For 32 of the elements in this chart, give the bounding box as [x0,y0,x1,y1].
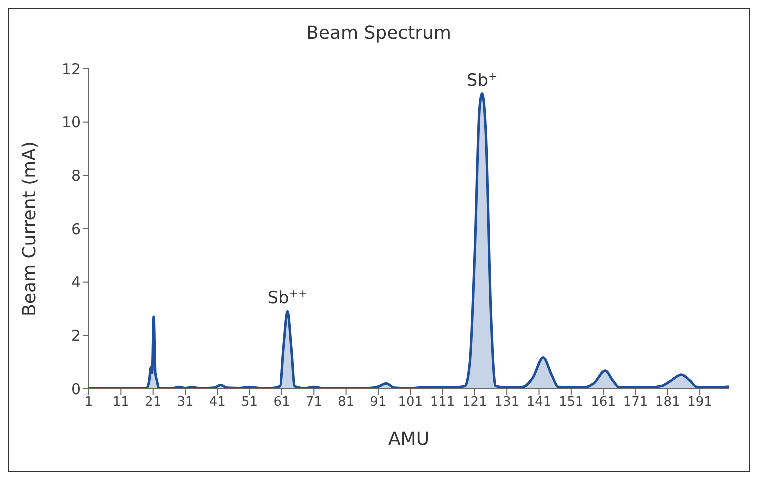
chart-title: Beam Spectrum [306,23,452,46]
x-tick-label: 141 [526,395,552,410]
y-tick-label: 8 [71,166,81,185]
annotation: Sb$^{+}$ [466,69,498,91]
x-tick-label: 41 [209,395,226,410]
annotation: Sb$^{++}$ [268,287,308,309]
y-tick-label: 4 [71,274,81,292]
x-tick-label: 121 [462,395,488,410]
x-tick-label: 151 [559,395,584,410]
y-tick-label: 2 [71,326,81,345]
x-tick-label: 1 [84,395,94,410]
x-axis-title: AMU [388,429,430,450]
x-tick-label: 71 [306,395,322,410]
y-tick-label: 0 [71,380,81,398]
x-tick-label: 111 [430,395,456,410]
x-tick-label: 81 [338,395,355,410]
y-axis-title: Beam Current (mA) [19,142,40,316]
y-tick-label: 12 [62,60,81,78]
x-tick-label: 11 [112,395,130,410]
x-tick-label: 21 [145,395,162,410]
y-tick-label: 6 [71,220,81,238]
x-tick-label: 181 [655,395,680,410]
x-tick-label: 191 [688,395,712,410]
x-tick-label: 61 [274,395,290,410]
x-tick-label: 131 [494,395,520,410]
x-tick-label: 101 [398,395,424,410]
x-tick-label: 161 [591,395,616,410]
y-tick-label: 10 [62,114,81,132]
x-tick-label: 91 [370,395,387,410]
x-tick-label: 31 [177,395,194,410]
x-tick-label: 51 [242,395,258,410]
x-tick-label: 171 [623,395,648,410]
